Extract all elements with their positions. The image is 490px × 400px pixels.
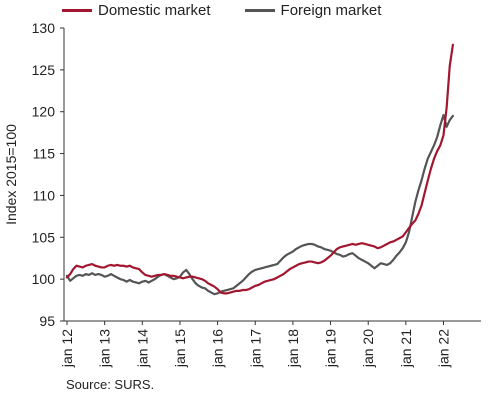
y-tick-label: 110 <box>33 187 56 203</box>
legend-item-foreign: Foreign market <box>244 2 382 19</box>
x-tick-label: jan 17 <box>247 329 263 368</box>
legend: Domestic market Foreign market <box>62 2 381 19</box>
legend-item-domestic: Domestic market <box>62 2 211 19</box>
x-tick-label: jan 14 <box>134 329 150 368</box>
y-tick-label: 130 <box>32 20 56 36</box>
series-line-domestic <box>65 43 455 295</box>
y-tick-label: 125 <box>32 62 56 78</box>
source-note: Source: SURS. <box>66 377 155 392</box>
x-tick-label: jan 21 <box>398 329 414 368</box>
x-tick-label: jan 18 <box>285 329 301 368</box>
legend-swatch-domestic <box>62 9 92 12</box>
x-tick-label: jan 13 <box>97 329 113 368</box>
x-tick-label: jan 20 <box>360 329 376 368</box>
x-tick-label: jan 15 <box>172 329 188 368</box>
legend-label-foreign: Foreign market <box>280 2 382 19</box>
x-tick-label: jan 22 <box>436 329 452 368</box>
legend-label-domestic: Domestic market <box>98 2 211 19</box>
x-tick-label: jan 19 <box>323 329 339 368</box>
y-tick-label: 115 <box>33 146 56 162</box>
y-axis-title: Index 2015=100 <box>3 124 19 225</box>
y-tick-label: 95 <box>39 313 55 329</box>
y-tick-label: 120 <box>32 104 56 120</box>
x-tick-label: jan 12 <box>59 329 75 368</box>
y-tick-label: 105 <box>32 229 56 245</box>
series-line-foreign <box>65 113 455 296</box>
x-tick-label: jan 16 <box>210 329 226 368</box>
legend-swatch-foreign <box>244 9 275 12</box>
y-tick-label: 100 <box>32 271 56 287</box>
